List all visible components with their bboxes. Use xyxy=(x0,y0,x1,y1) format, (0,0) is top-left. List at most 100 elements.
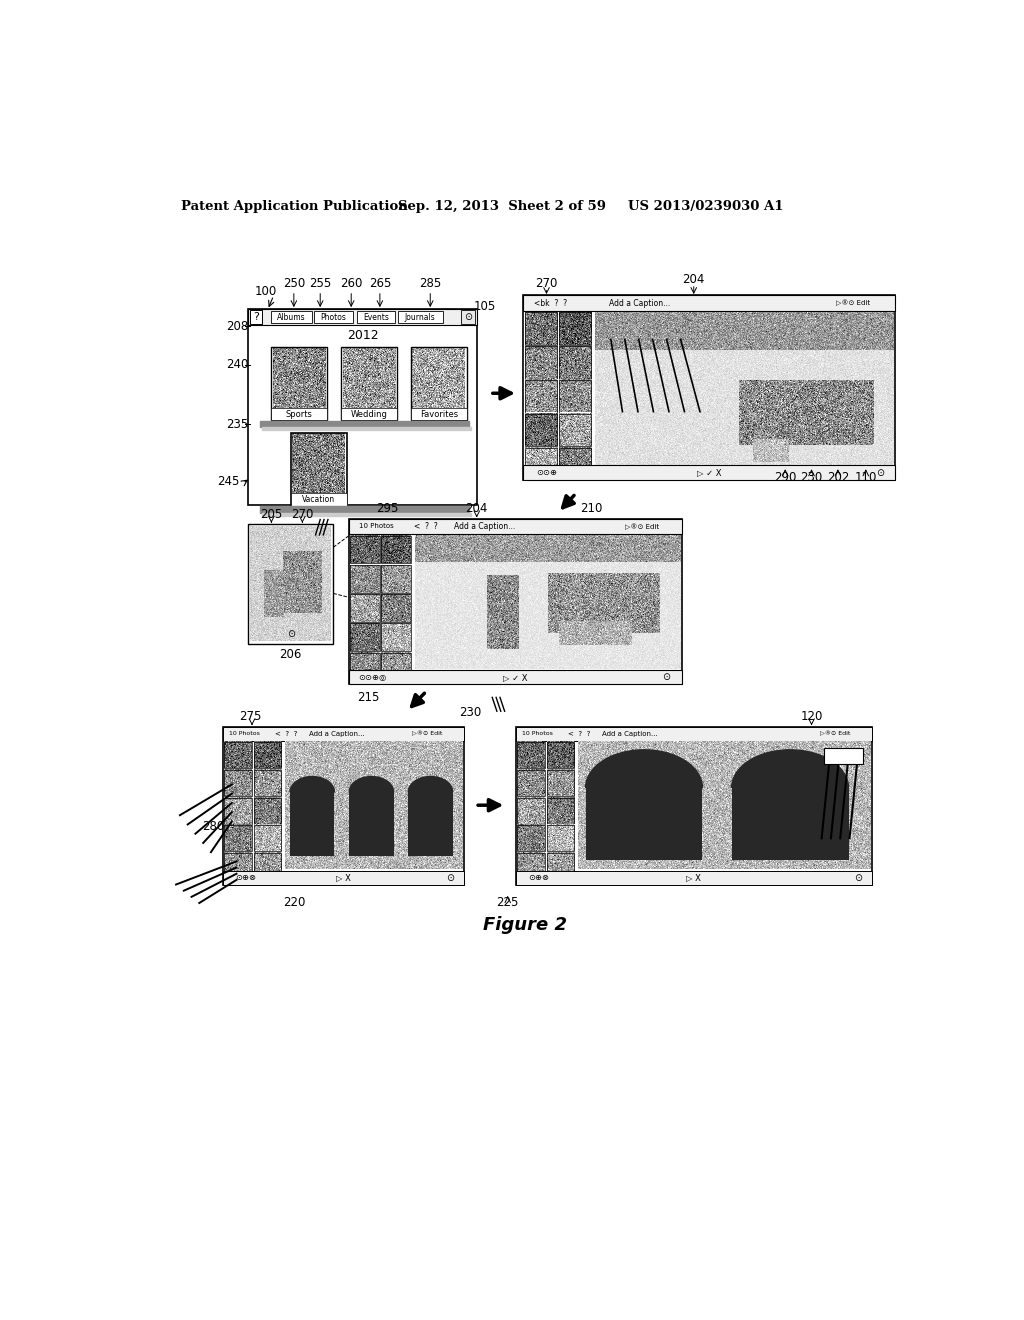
Text: 204: 204 xyxy=(466,502,488,515)
Text: Photos: Photos xyxy=(321,313,346,322)
Text: ▷ X: ▷ X xyxy=(686,873,701,882)
Bar xyxy=(350,623,380,651)
Bar xyxy=(290,792,335,857)
Bar xyxy=(547,797,574,824)
Bar xyxy=(397,312,442,323)
Text: 280: 280 xyxy=(202,820,224,833)
Bar xyxy=(291,494,346,506)
Bar xyxy=(248,309,477,506)
Text: <bk  ?  ?: <bk ? ? xyxy=(534,298,567,308)
Text: 255: 255 xyxy=(309,277,332,289)
Text: 215: 215 xyxy=(357,690,380,704)
Bar xyxy=(350,536,380,564)
Text: 204: 204 xyxy=(683,273,705,286)
Bar xyxy=(271,347,328,420)
Text: ⊙: ⊙ xyxy=(446,873,455,883)
Text: Add a Caption...: Add a Caption... xyxy=(454,521,515,531)
Text: 10 Photos: 10 Photos xyxy=(358,524,393,529)
Bar xyxy=(224,770,252,796)
Polygon shape xyxy=(586,750,702,788)
Text: 275: 275 xyxy=(240,710,262,723)
Text: ⊙: ⊙ xyxy=(464,312,472,322)
Bar xyxy=(271,408,328,420)
Bar xyxy=(381,623,411,651)
Bar xyxy=(524,313,557,345)
Text: Figure 2: Figure 2 xyxy=(482,916,567,933)
Text: <  ?  ?: < ? ? xyxy=(568,730,590,737)
Text: <  ?  ?: < ? ? xyxy=(274,730,297,737)
Bar xyxy=(547,742,574,768)
Bar xyxy=(517,797,545,824)
Bar xyxy=(523,296,895,480)
Text: 220: 220 xyxy=(284,896,306,908)
Text: 270: 270 xyxy=(536,277,558,290)
Bar xyxy=(559,447,592,480)
Bar xyxy=(411,347,467,420)
Text: ▷®⊙ Edit: ▷®⊙ Edit xyxy=(412,731,442,737)
Bar xyxy=(349,792,393,857)
Bar xyxy=(222,726,464,741)
Text: 206: 206 xyxy=(280,648,302,661)
Text: 2012: 2012 xyxy=(347,329,378,342)
Text: 205: 205 xyxy=(260,508,283,520)
Text: ▷®⊙ Edit: ▷®⊙ Edit xyxy=(819,731,850,737)
Text: US 2013/0239030 A1: US 2013/0239030 A1 xyxy=(628,199,783,213)
Bar xyxy=(248,309,477,326)
Text: ▷ ✓ X: ▷ ✓ X xyxy=(697,469,722,477)
Bar xyxy=(524,414,557,446)
Bar xyxy=(461,310,475,323)
Text: 10 Photos: 10 Photos xyxy=(228,731,260,737)
Text: 285: 285 xyxy=(419,277,441,289)
Bar xyxy=(224,797,252,824)
Bar xyxy=(524,447,557,480)
Bar xyxy=(349,519,682,535)
Text: 270: 270 xyxy=(291,508,313,520)
Text: Events: Events xyxy=(364,313,389,322)
Text: 208: 208 xyxy=(226,319,249,333)
Bar xyxy=(254,742,282,768)
Bar xyxy=(254,770,282,796)
Bar xyxy=(524,380,557,412)
Polygon shape xyxy=(409,776,453,792)
Bar xyxy=(224,853,252,879)
Text: <  ?  ?: < ? ? xyxy=(415,521,438,531)
Text: 225: 225 xyxy=(497,896,519,908)
Text: ▷ ✓ X: ▷ ✓ X xyxy=(503,673,527,682)
Bar xyxy=(341,408,397,420)
Bar xyxy=(341,347,397,420)
Text: Sep. 12, 2013  Sheet 2 of 59: Sep. 12, 2013 Sheet 2 of 59 xyxy=(397,199,606,213)
Text: ▷®⊙ Edit: ▷®⊙ Edit xyxy=(625,523,658,529)
Text: Albums: Albums xyxy=(278,313,306,322)
Bar xyxy=(547,770,574,796)
Text: Journals: Journals xyxy=(404,313,435,322)
Bar xyxy=(224,825,252,851)
Text: 105: 105 xyxy=(473,300,496,313)
Bar xyxy=(517,825,545,851)
Bar xyxy=(515,726,872,884)
Bar xyxy=(732,788,849,861)
Text: Favorites: Favorites xyxy=(420,409,458,418)
Bar xyxy=(738,381,872,445)
Bar xyxy=(224,742,252,768)
Text: ⊙⊕⊗: ⊙⊕⊗ xyxy=(236,873,256,882)
Text: ⊙: ⊙ xyxy=(876,467,884,478)
Text: Add a Caption...: Add a Caption... xyxy=(609,298,670,308)
Text: ⊙⊕⊗: ⊙⊕⊗ xyxy=(528,873,549,882)
Polygon shape xyxy=(349,776,393,792)
Text: 120: 120 xyxy=(801,710,822,723)
Text: ▷®⊙ Edit: ▷®⊙ Edit xyxy=(836,300,869,306)
Bar xyxy=(523,465,895,480)
Text: Add a Caption...: Add a Caption... xyxy=(602,730,658,737)
Bar xyxy=(271,312,311,323)
Bar xyxy=(254,853,282,879)
Bar xyxy=(381,594,411,622)
Text: ⊙: ⊙ xyxy=(663,672,671,682)
Text: Vacation: Vacation xyxy=(302,495,335,504)
Bar xyxy=(515,726,872,741)
Bar xyxy=(248,524,334,644)
Text: 235: 235 xyxy=(226,417,249,430)
Text: ?: ? xyxy=(253,312,259,322)
Bar xyxy=(349,519,682,684)
Bar xyxy=(559,346,592,379)
Bar xyxy=(350,594,380,622)
